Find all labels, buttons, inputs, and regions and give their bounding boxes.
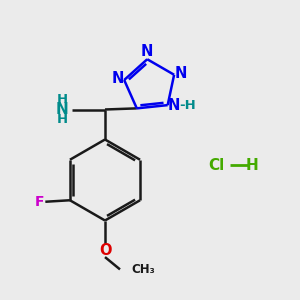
Text: H: H [57, 113, 68, 126]
Text: H: H [246, 158, 258, 172]
Text: Cl: Cl [208, 158, 224, 172]
Text: CH₃: CH₃ [131, 263, 155, 276]
Text: H: H [57, 93, 68, 106]
Text: F: F [34, 195, 44, 209]
Text: -H: -H [179, 99, 196, 112]
Text: N: N [175, 66, 187, 81]
Text: N: N [56, 102, 69, 117]
Text: N: N [111, 71, 124, 86]
Text: O: O [99, 243, 111, 258]
Text: N: N [141, 44, 153, 59]
Text: N: N [168, 98, 181, 112]
